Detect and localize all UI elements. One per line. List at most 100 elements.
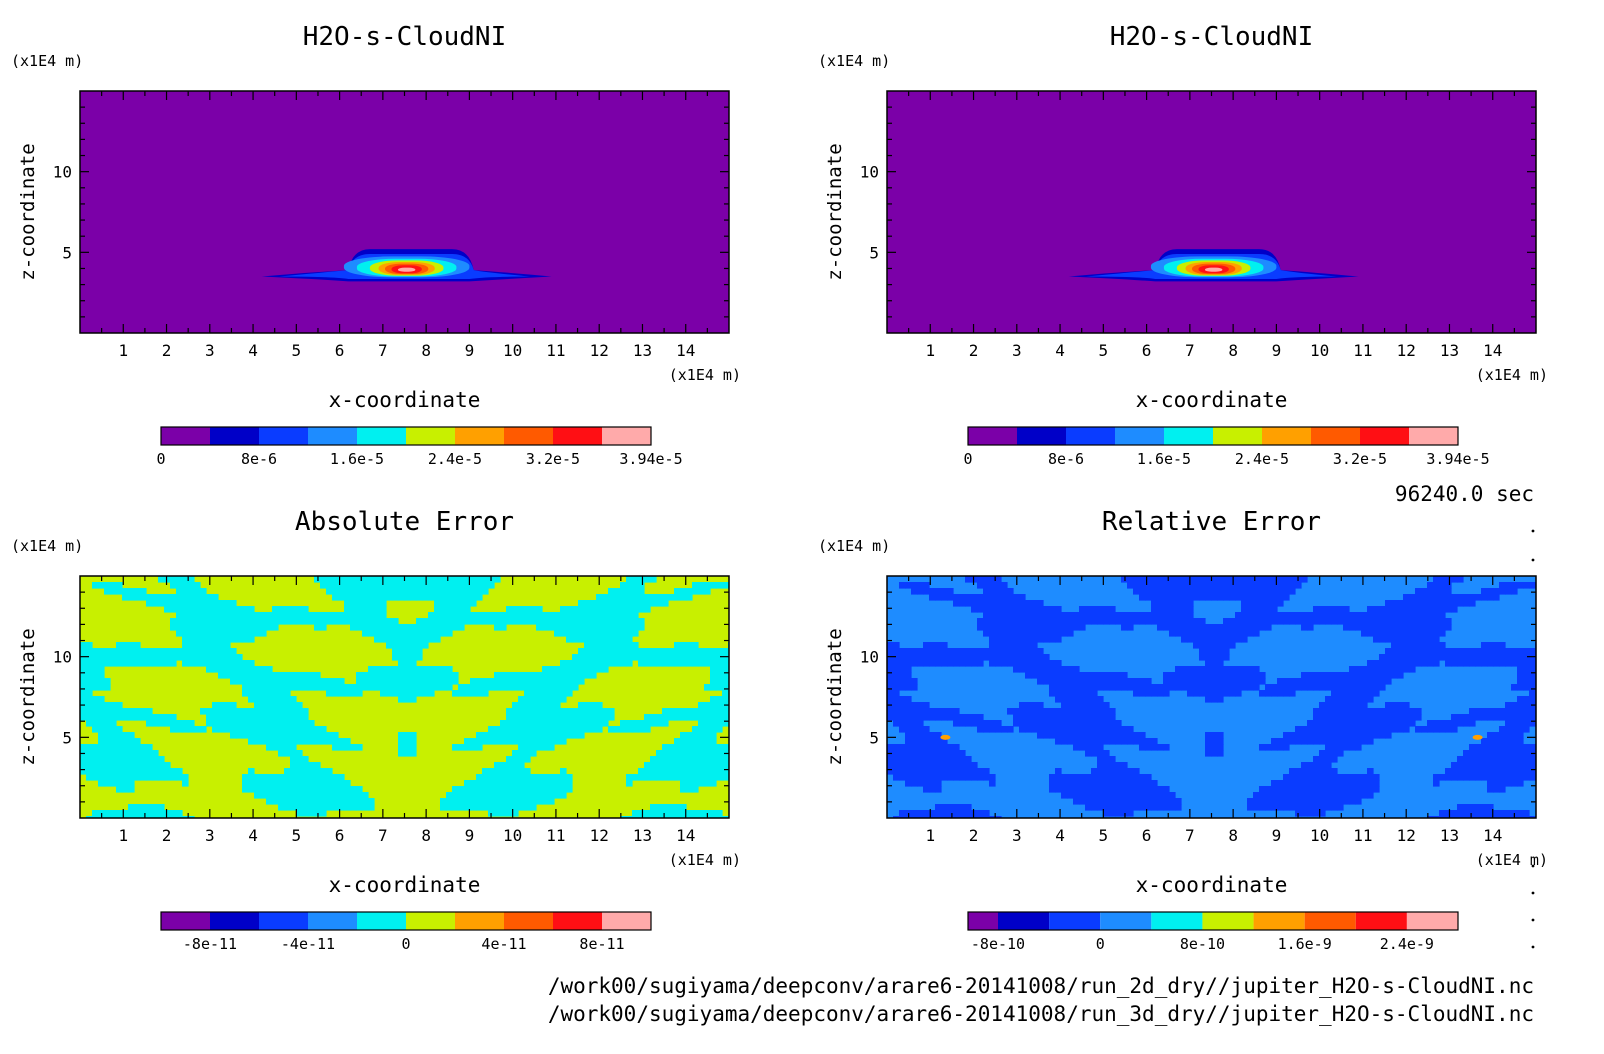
error-cell bbox=[1247, 600, 1254, 607]
error-cell bbox=[314, 726, 321, 733]
error-cell bbox=[188, 726, 195, 733]
error-cell bbox=[170, 714, 177, 721]
error-cell bbox=[716, 750, 723, 757]
error-cell bbox=[1439, 630, 1446, 637]
error-cell bbox=[1337, 714, 1344, 721]
error-cell bbox=[524, 612, 531, 619]
error-cell bbox=[266, 612, 273, 619]
error-cell bbox=[710, 714, 717, 721]
error-cell bbox=[1145, 678, 1152, 685]
error-cell bbox=[989, 618, 996, 625]
error-cell bbox=[680, 714, 687, 721]
panel-title: H2O-s-CloudNI bbox=[1110, 22, 1314, 52]
error-cell bbox=[1277, 684, 1284, 691]
x-tick-label: 14 bbox=[676, 826, 695, 845]
y-unit-label: (x1E4 m) bbox=[818, 537, 890, 555]
error-cell bbox=[905, 726, 912, 733]
error-cell bbox=[158, 600, 165, 607]
error-cell bbox=[1103, 738, 1110, 745]
error-cell bbox=[1265, 582, 1272, 589]
error-cell bbox=[1193, 618, 1200, 625]
error-cell bbox=[128, 588, 135, 595]
error-cell bbox=[1067, 624, 1074, 631]
error-cell bbox=[584, 654, 591, 661]
error-cell bbox=[308, 774, 315, 781]
error-cell bbox=[548, 744, 555, 751]
error-cell bbox=[1343, 720, 1350, 727]
error-cell bbox=[1301, 732, 1308, 739]
error-cell bbox=[1229, 618, 1236, 625]
colorbar-swatch bbox=[210, 912, 259, 930]
error-cell bbox=[905, 702, 912, 709]
error-cell bbox=[590, 702, 597, 709]
error-cell bbox=[386, 618, 393, 625]
error-cell bbox=[512, 762, 519, 769]
error-cell bbox=[578, 624, 585, 631]
error-cell bbox=[680, 744, 687, 751]
error-cell bbox=[1343, 690, 1350, 697]
error-cell bbox=[1019, 606, 1026, 613]
error-cell bbox=[146, 750, 153, 757]
error-cell bbox=[1115, 810, 1122, 817]
error-cell bbox=[626, 612, 633, 619]
error-cell bbox=[911, 708, 918, 715]
error-cell bbox=[1325, 798, 1332, 805]
error-cell bbox=[350, 582, 357, 589]
error-cell bbox=[104, 768, 111, 775]
error-cell bbox=[1199, 678, 1206, 685]
error-cell bbox=[602, 714, 609, 721]
error-cell bbox=[1439, 600, 1446, 607]
error-cell bbox=[374, 678, 381, 685]
error-cell bbox=[566, 660, 573, 667]
error-cell bbox=[182, 660, 189, 667]
error-cell bbox=[224, 708, 231, 715]
error-cell bbox=[260, 738, 267, 745]
error-cell bbox=[1211, 690, 1218, 697]
error-cell bbox=[1367, 726, 1374, 733]
error-cell bbox=[320, 612, 327, 619]
error-cell bbox=[452, 612, 459, 619]
x-tick-label: 3 bbox=[205, 341, 215, 360]
error-cell bbox=[995, 576, 1002, 583]
error-cell bbox=[899, 684, 906, 691]
error-cell bbox=[1175, 624, 1182, 631]
error-cell bbox=[1031, 618, 1038, 625]
error-cell bbox=[1415, 642, 1422, 649]
error-cell bbox=[662, 660, 669, 667]
colorbar-frame bbox=[160, 426, 652, 446]
error-cell bbox=[1523, 678, 1530, 685]
error-cell bbox=[662, 648, 669, 655]
error-cell bbox=[1271, 600, 1278, 607]
error-cell bbox=[374, 588, 381, 595]
x-tick-label: 8 bbox=[421, 341, 431, 360]
error-cell bbox=[1259, 582, 1266, 589]
error-cell bbox=[1391, 666, 1398, 673]
error-cell bbox=[947, 654, 954, 661]
error-cell bbox=[1511, 768, 1518, 775]
error-cell bbox=[1091, 774, 1098, 781]
error-cell bbox=[1343, 744, 1350, 751]
error-cell bbox=[458, 624, 465, 631]
error-cell bbox=[1139, 594, 1146, 601]
error-cell bbox=[488, 732, 495, 739]
error-cell bbox=[1193, 684, 1200, 691]
error-cell bbox=[1367, 666, 1374, 673]
error-cell bbox=[458, 690, 465, 697]
error-cell bbox=[500, 768, 507, 775]
error-cell bbox=[1439, 606, 1446, 613]
error-cell bbox=[560, 678, 567, 685]
error-cell bbox=[506, 612, 513, 619]
error-cell bbox=[1139, 576, 1146, 583]
error-cell bbox=[1409, 660, 1416, 667]
error-cell bbox=[1505, 582, 1512, 589]
error-cell bbox=[704, 762, 711, 769]
error-cell bbox=[1307, 618, 1314, 625]
error-cell bbox=[1391, 720, 1398, 727]
error-cell bbox=[518, 678, 525, 685]
error-cell bbox=[1253, 612, 1260, 619]
error-cell bbox=[1187, 630, 1194, 637]
error-cell bbox=[1505, 648, 1512, 655]
error-cell bbox=[158, 816, 165, 818]
error-cell bbox=[506, 798, 513, 805]
